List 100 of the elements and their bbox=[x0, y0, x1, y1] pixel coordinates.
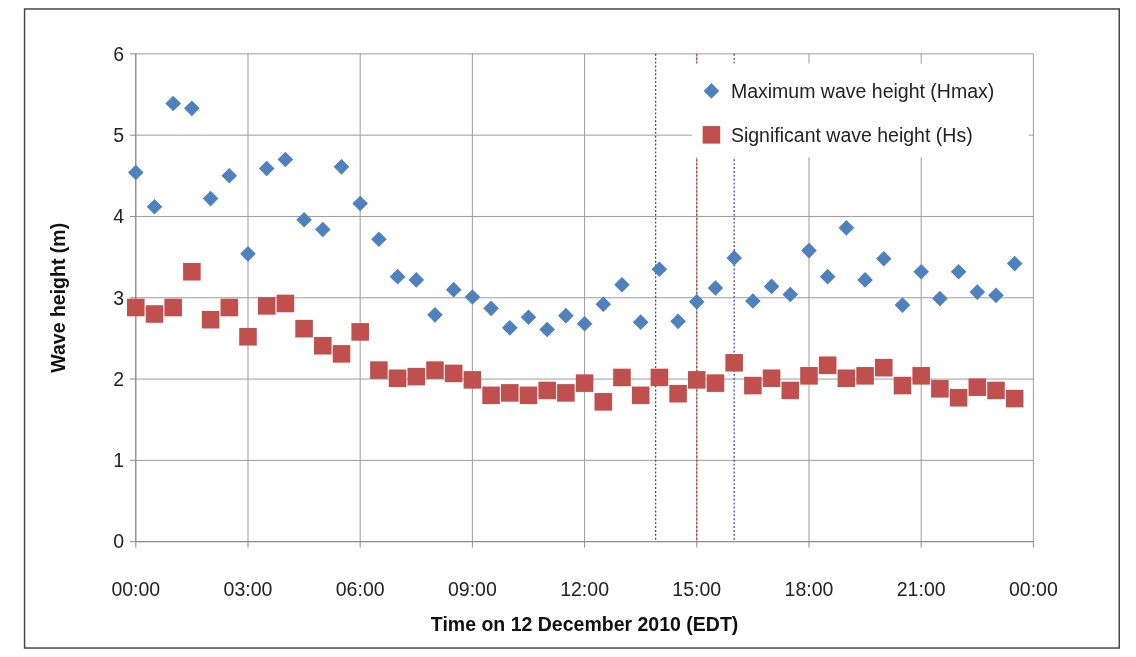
point bbox=[650, 368, 669, 387]
point bbox=[670, 313, 686, 330]
point bbox=[744, 376, 762, 395]
point bbox=[614, 276, 630, 293]
point bbox=[837, 369, 856, 388]
point bbox=[295, 319, 313, 338]
point bbox=[314, 221, 331, 238]
point bbox=[688, 294, 705, 310]
point bbox=[745, 293, 761, 309]
point bbox=[706, 374, 725, 392]
point bbox=[221, 168, 238, 184]
point bbox=[782, 286, 799, 303]
point bbox=[146, 198, 163, 215]
point bbox=[818, 356, 837, 375]
point bbox=[444, 364, 463, 383]
point bbox=[575, 374, 594, 392]
point bbox=[950, 263, 967, 280]
point bbox=[519, 386, 538, 405]
point bbox=[183, 262, 201, 281]
point bbox=[145, 305, 164, 323]
point bbox=[931, 380, 949, 398]
point bbox=[838, 220, 855, 236]
point bbox=[538, 381, 556, 400]
x-tick-label: 15:00 bbox=[672, 578, 722, 601]
x-tick-label: 21:00 bbox=[896, 578, 946, 601]
point bbox=[463, 371, 482, 389]
point bbox=[1005, 389, 1024, 408]
point bbox=[165, 95, 181, 112]
point bbox=[801, 242, 817, 259]
x-tick-label: 12:00 bbox=[560, 578, 610, 601]
y-tick-label: 1 bbox=[113, 449, 125, 472]
point bbox=[352, 195, 368, 212]
point bbox=[595, 296, 612, 313]
point bbox=[483, 300, 499, 317]
point bbox=[408, 272, 425, 288]
y-tick-label: 2 bbox=[113, 367, 125, 390]
point bbox=[781, 381, 800, 400]
point bbox=[913, 263, 929, 280]
point bbox=[893, 376, 912, 395]
point bbox=[276, 294, 295, 313]
point bbox=[520, 309, 537, 326]
point bbox=[277, 151, 294, 168]
point bbox=[333, 159, 350, 175]
point bbox=[370, 361, 388, 379]
point bbox=[576, 315, 593, 332]
point bbox=[407, 367, 426, 386]
point bbox=[240, 246, 256, 262]
point bbox=[351, 323, 369, 341]
point bbox=[800, 367, 818, 385]
point bbox=[726, 250, 742, 266]
y-tick-label: 5 bbox=[113, 123, 125, 146]
x-axis-title: Time on 12 December 2010 (EDT) bbox=[430, 613, 739, 636]
point bbox=[968, 378, 987, 396]
point bbox=[987, 381, 1005, 400]
point bbox=[632, 314, 649, 330]
point bbox=[501, 320, 518, 336]
point bbox=[426, 361, 444, 379]
point bbox=[164, 298, 182, 317]
point bbox=[857, 272, 873, 288]
point bbox=[912, 367, 930, 385]
x-tick-label: 06:00 bbox=[335, 578, 385, 601]
point bbox=[202, 190, 219, 207]
point bbox=[613, 368, 631, 387]
point bbox=[688, 371, 706, 389]
point bbox=[594, 393, 613, 411]
legend-label: Maximum wave height (Hmax) bbox=[730, 79, 995, 102]
point bbox=[388, 369, 407, 388]
point bbox=[949, 388, 968, 407]
point bbox=[127, 298, 145, 317]
point bbox=[445, 281, 462, 298]
y-tick-label: 3 bbox=[113, 286, 125, 309]
point bbox=[220, 298, 239, 317]
y-tick-label: 4 bbox=[113, 205, 125, 228]
point bbox=[875, 358, 893, 377]
point bbox=[969, 284, 986, 300]
y-tick-label: 6 bbox=[113, 42, 125, 65]
y-axis-title: Wave height (m) bbox=[46, 222, 69, 373]
point bbox=[314, 336, 332, 355]
point bbox=[819, 268, 836, 285]
point bbox=[932, 290, 948, 307]
x-tick-label: 09:00 bbox=[447, 578, 497, 601]
point bbox=[707, 280, 724, 296]
point bbox=[651, 261, 668, 278]
point bbox=[558, 307, 574, 324]
point bbox=[894, 297, 911, 313]
point bbox=[1006, 255, 1023, 272]
point bbox=[875, 250, 892, 267]
point bbox=[763, 278, 780, 295]
point bbox=[427, 307, 443, 323]
point bbox=[332, 345, 351, 363]
point bbox=[257, 297, 276, 315]
point bbox=[184, 100, 200, 117]
point bbox=[539, 321, 555, 338]
point bbox=[127, 164, 144, 181]
x-tick-label: 18:00 bbox=[784, 578, 834, 601]
point bbox=[258, 160, 275, 177]
point bbox=[482, 386, 500, 405]
point bbox=[464, 289, 481, 305]
point bbox=[557, 384, 575, 402]
y-tick-label: 0 bbox=[113, 530, 125, 553]
